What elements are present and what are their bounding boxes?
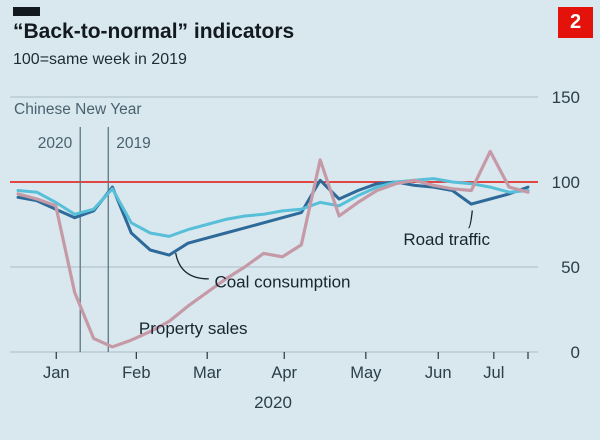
brand-tag (13, 7, 40, 16)
event-year-label-2020: 2020 (38, 135, 73, 152)
y-axis-label-50: 50 (561, 258, 580, 277)
y-axis-label-0: 0 (571, 343, 580, 362)
event-year-label-2019: 2019 (116, 135, 150, 152)
event-title: Chinese New Year (14, 101, 142, 118)
y-axis-label-100: 100 (552, 173, 580, 192)
x-axis-year-label: 2020 (254, 393, 292, 412)
y-axis-label-150: 150 (552, 88, 580, 107)
x-axis-label-may: May (350, 364, 382, 382)
x-axis-label-jan: Jan (43, 364, 70, 382)
annotation-coal-consumption: Coal consumption (214, 272, 350, 291)
chart-title: “Back-to-normal” indicators (13, 20, 295, 43)
x-axis-label-feb: Feb (122, 364, 150, 382)
x-axis-label-jun: Jun (425, 364, 452, 382)
annotation-property-sales: Property sales (139, 319, 248, 338)
annotation-arrow-road-traffic (468, 210, 473, 229)
x-axis-label-apr: Apr (271, 364, 297, 382)
chart-subtitle: 100=same week in 2019 (13, 51, 187, 68)
x-axis-label-mar: Mar (193, 364, 222, 382)
annotation-road-traffic: Road traffic (403, 230, 490, 249)
annotation-arrow-coal-consumption (175, 252, 209, 280)
series-road-traffic (16, 177, 530, 238)
x-axis-label-jul: Jul (483, 364, 504, 382)
series-property-sales (16, 149, 530, 349)
figure-number-badge: 2 (558, 7, 593, 38)
